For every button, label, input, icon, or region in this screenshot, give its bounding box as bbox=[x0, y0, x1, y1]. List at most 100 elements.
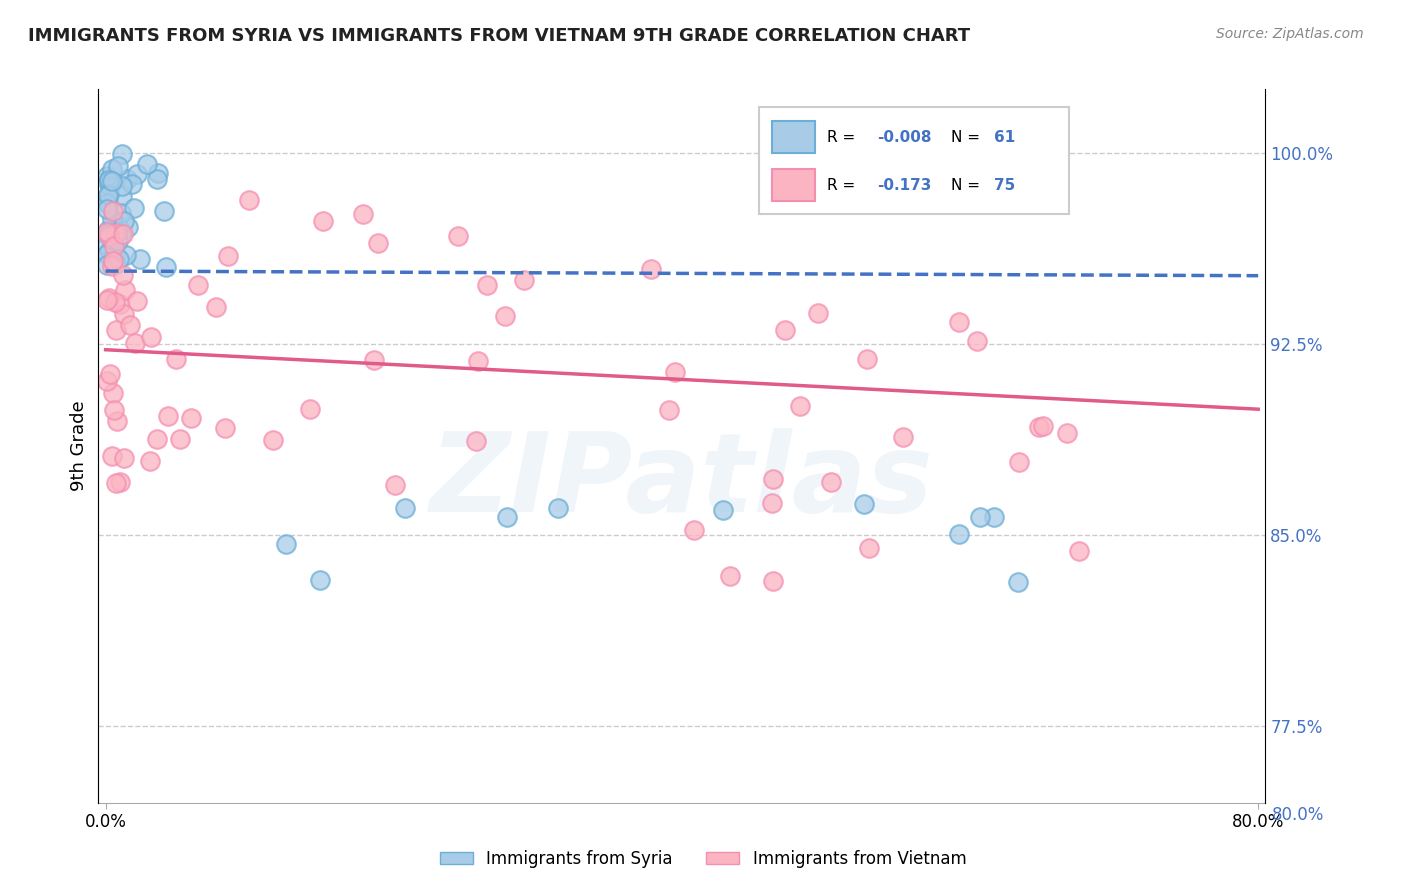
Point bbox=[948, 527, 970, 541]
Point bbox=[96, 293, 118, 307]
Point bbox=[101, 174, 124, 188]
Point bbox=[547, 500, 569, 515]
Text: N =: N = bbox=[950, 129, 984, 145]
Point bbox=[891, 430, 914, 444]
Point bbox=[98, 179, 121, 194]
Point bbox=[104, 257, 127, 271]
Point bbox=[104, 295, 127, 310]
Point bbox=[112, 268, 135, 282]
Point bbox=[112, 213, 135, 227]
Point bbox=[96, 374, 118, 388]
Point bbox=[98, 367, 121, 381]
Point bbox=[762, 472, 785, 486]
Point bbox=[97, 228, 120, 243]
Point bbox=[105, 223, 128, 237]
Point bbox=[820, 475, 842, 490]
Point bbox=[97, 244, 120, 259]
Point bbox=[713, 503, 735, 517]
Point bbox=[146, 172, 169, 186]
Text: N =: N = bbox=[950, 178, 984, 193]
Point bbox=[101, 252, 124, 266]
Point bbox=[96, 202, 118, 217]
Point bbox=[101, 204, 124, 219]
Text: -0.008: -0.008 bbox=[877, 129, 931, 145]
Point bbox=[139, 453, 162, 467]
Point bbox=[852, 497, 875, 511]
Text: Source: ZipAtlas.com: Source: ZipAtlas.com bbox=[1216, 27, 1364, 41]
Point bbox=[983, 509, 1005, 524]
Point bbox=[475, 278, 498, 293]
Point bbox=[97, 198, 120, 212]
Point bbox=[104, 323, 127, 337]
Point bbox=[658, 402, 681, 417]
Point bbox=[110, 147, 132, 161]
Point bbox=[155, 260, 177, 274]
Point bbox=[145, 432, 167, 446]
Point bbox=[97, 187, 120, 202]
Point bbox=[214, 421, 236, 435]
Point bbox=[114, 283, 136, 297]
Point bbox=[308, 573, 330, 587]
Text: ZIPatlas: ZIPatlas bbox=[430, 428, 934, 535]
Point bbox=[107, 159, 129, 173]
Legend: Immigrants from Syria, Immigrants from Vietnam: Immigrants from Syria, Immigrants from V… bbox=[433, 844, 973, 875]
Point bbox=[762, 574, 785, 589]
Point bbox=[217, 249, 239, 263]
Point bbox=[114, 248, 136, 262]
Point bbox=[513, 273, 536, 287]
Point bbox=[169, 432, 191, 446]
Point bbox=[465, 434, 488, 448]
Point bbox=[103, 225, 125, 239]
Point bbox=[1008, 455, 1031, 469]
Point bbox=[1028, 420, 1050, 434]
Point bbox=[104, 226, 127, 240]
Point bbox=[97, 222, 120, 236]
Point bbox=[1031, 419, 1053, 434]
Point bbox=[107, 225, 129, 239]
Point bbox=[136, 156, 159, 170]
Text: -0.173: -0.173 bbox=[877, 178, 931, 193]
Point bbox=[112, 450, 135, 465]
Point bbox=[855, 352, 877, 367]
Point bbox=[96, 258, 118, 272]
Point bbox=[858, 541, 880, 555]
Point bbox=[274, 537, 297, 551]
Point bbox=[153, 204, 176, 219]
Point bbox=[105, 475, 128, 490]
Point bbox=[664, 365, 686, 379]
Point bbox=[367, 236, 389, 251]
Point bbox=[96, 247, 118, 261]
Point bbox=[447, 228, 470, 243]
Point bbox=[494, 309, 516, 323]
Point bbox=[98, 172, 121, 186]
Point bbox=[108, 252, 131, 266]
Point bbox=[110, 228, 132, 243]
Text: 75: 75 bbox=[994, 178, 1015, 193]
Point bbox=[96, 196, 118, 211]
Point bbox=[1069, 544, 1091, 558]
Point bbox=[104, 247, 127, 261]
Point bbox=[789, 399, 811, 413]
Point bbox=[112, 307, 135, 321]
Point bbox=[98, 227, 121, 242]
Point bbox=[467, 354, 489, 368]
Point bbox=[141, 329, 163, 343]
Point bbox=[238, 194, 260, 208]
Point bbox=[118, 318, 141, 332]
Point bbox=[180, 410, 202, 425]
Point bbox=[111, 189, 134, 203]
Point bbox=[262, 433, 284, 447]
Point bbox=[352, 207, 374, 221]
Point bbox=[311, 214, 333, 228]
Point bbox=[969, 510, 991, 524]
Point bbox=[108, 297, 131, 311]
Point bbox=[101, 254, 124, 268]
Point bbox=[98, 187, 121, 202]
Point bbox=[108, 475, 131, 489]
Point bbox=[115, 172, 138, 186]
Text: IMMIGRANTS FROM SYRIA VS IMMIGRANTS FROM VIETNAM 9TH GRADE CORRELATION CHART: IMMIGRANTS FROM SYRIA VS IMMIGRANTS FROM… bbox=[28, 27, 970, 45]
Point bbox=[761, 495, 783, 509]
Point bbox=[112, 227, 135, 241]
Point bbox=[363, 353, 385, 368]
Text: 80.0%: 80.0% bbox=[1272, 805, 1324, 823]
